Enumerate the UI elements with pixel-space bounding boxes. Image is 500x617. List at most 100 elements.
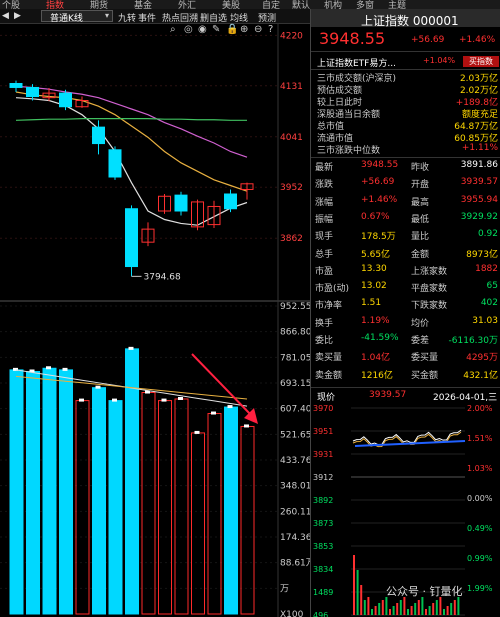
volume-bar[interactable]: [191, 432, 205, 615]
turnover-value: 额度充足: [461, 110, 498, 120]
volume-bar[interactable]: [75, 400, 90, 615]
toolbar-tab-1[interactable]: 事件: [138, 14, 157, 24]
volume-bar-cap: [161, 398, 167, 402]
arrow-annotation: [191, 353, 253, 417]
toolbar-tab-0[interactable]: 九转: [118, 14, 137, 24]
mini-canvas: 3970 3951 3931 3912 3892 3873 3853 3834 1489 496 2…: [313, 404, 493, 617]
grid-value: 8973亿: [466, 249, 498, 260]
last-price: 3948.55: [319, 29, 386, 48]
volume-bar[interactable]: [174, 398, 189, 615]
search-icon[interactable]: ⌕: [170, 24, 176, 35]
mini-volume-bar: [407, 609, 409, 615]
mini-label: 现价: [317, 393, 336, 403]
candle-body[interactable]: [75, 100, 89, 108]
volume-bar[interactable]: [141, 392, 156, 615]
volume-bar[interactable]: [92, 387, 106, 615]
grid-value: -41.59%: [361, 333, 399, 343]
volume-axis-label: X100: [280, 610, 304, 617]
volume-bar-cap: [178, 396, 183, 400]
grid-value: 3955.94: [460, 194, 498, 205]
kline-chart[interactable]: 4220 4131 4041 3952 3862 3794.68 952.55万 866.80…: [0, 24, 321, 617]
candle-body[interactable]: [240, 183, 254, 190]
lock-icon[interactable]: 🔒: [226, 24, 239, 35]
edit-icon[interactable]: ✎: [212, 24, 221, 35]
candle-body[interactable]: [174, 194, 188, 212]
volume-bar[interactable]: [108, 400, 123, 615]
mini-date: 2026-04-01,三: [433, 393, 498, 403]
mini-axis-label: 1489: [313, 588, 333, 597]
volume-bar[interactable]: [207, 413, 222, 615]
candle-body[interactable]: [224, 193, 237, 210]
volume-bar[interactable]: [224, 406, 238, 615]
grid-value: 65: [486, 281, 498, 292]
grid-value: 432.1亿: [463, 370, 498, 381]
nav-tab-8[interactable]: 机构: [324, 1, 343, 9]
zoom-out-icon[interactable]: ⊖: [254, 24, 263, 35]
toolbar-tab-5[interactable]: 预测: [258, 14, 277, 24]
toolbar-tab-2[interactable]: 热点回溯: [162, 14, 199, 24]
mini-volume-bar: [381, 600, 384, 615]
kline-type-select[interactable]: 普通K线 ▾: [41, 10, 113, 24]
mini-axis-label: 3892: [313, 496, 333, 505]
zoom-in-icon[interactable]: ⊕: [240, 24, 249, 35]
volume-bar[interactable]: [9, 369, 24, 615]
candle-body[interactable]: [59, 92, 72, 108]
mini-volume-bar: [425, 609, 427, 615]
mini-axis-pct: 0.00%: [467, 494, 493, 503]
candle-body[interactable]: [92, 126, 105, 145]
nav-tab-4[interactable]: 外汇: [178, 1, 197, 9]
volume-bar[interactable]: [240, 425, 255, 615]
nav-tab-3[interactable]: 基金: [134, 1, 153, 9]
nav-tab-10[interactable]: 主题: [388, 1, 407, 9]
nav-tab-7[interactable]: 默认: [292, 1, 311, 9]
grid-label: 卖买量: [315, 353, 343, 364]
help-icon[interactable]: ?: [268, 24, 274, 35]
mini-volume-bar: [396, 603, 399, 615]
candle-body[interactable]: [125, 208, 138, 268]
nav-tab-0[interactable]: 个股: [2, 1, 21, 9]
nav-tab-6[interactable]: 自定: [262, 1, 281, 9]
intraday-mini-chart[interactable]: 3970 3951 3931 3912 3892 3873 3853 3834 1489 496 2…: [311, 401, 500, 617]
turnover-value: 2.02万亿: [459, 86, 498, 96]
grid-label: 委比: [315, 336, 334, 346]
volume-bar[interactable]: [26, 370, 40, 615]
mini-axis-pct: 1.51%: [467, 434, 493, 443]
etf-name[interactable]: 上证指数ETF易方...: [317, 59, 396, 69]
candle-body[interactable]: [108, 149, 122, 178]
ma-line-1: [15, 91, 248, 192]
volume-bar-cap: [194, 430, 200, 434]
candle-body[interactable]: [191, 201, 204, 228]
forward-icon[interactable]: ▶: [14, 11, 21, 21]
mini-volume-bar: [378, 603, 381, 615]
eye-icon[interactable]: ◉: [198, 24, 207, 35]
candle-body[interactable]: [42, 92, 56, 99]
grid-label: 现手: [315, 232, 334, 243]
turnover-value: 2.03万亿: [459, 74, 498, 84]
candle-body[interactable]: [141, 228, 155, 243]
nav-tab-5[interactable]: 美股: [222, 1, 241, 9]
turnover-label: 预估成交额: [317, 86, 363, 96]
volume-bar[interactable]: [42, 367, 57, 615]
volume-bar[interactable]: [158, 400, 172, 615]
back-icon[interactable]: ◀: [2, 11, 9, 21]
nav-tab-9[interactable]: 多窗: [356, 1, 375, 9]
price-axis-label: 3952: [280, 183, 303, 193]
volume-bar[interactable]: [59, 369, 73, 615]
candle-body[interactable]: [207, 205, 221, 226]
mini-volume-bar: [421, 597, 424, 615]
eye-off-icon[interactable]: ◎: [184, 24, 193, 35]
toolbar-tab-3[interactable]: 删自选: [200, 14, 228, 24]
mini-volume-bar: [450, 603, 453, 615]
candle-body[interactable]: [158, 195, 171, 212]
candle-body[interactable]: [26, 86, 39, 98]
nav-tab-2[interactable]: 期货: [90, 1, 109, 9]
nav-tab-1[interactable]: 指数: [46, 1, 65, 9]
mini-volume-bar: [385, 597, 388, 615]
mini-axis-label: 3931: [313, 450, 333, 459]
toolbar-tab-4[interactable]: 均线: [230, 14, 249, 24]
buy-index-button[interactable]: 买指数: [463, 56, 499, 67]
volume-axis-label: 260.11万: [280, 507, 310, 517]
mini-axis-label: 3951: [313, 427, 333, 436]
candle-body[interactable]: [9, 83, 23, 88]
grid-label: 委差: [411, 336, 430, 346]
